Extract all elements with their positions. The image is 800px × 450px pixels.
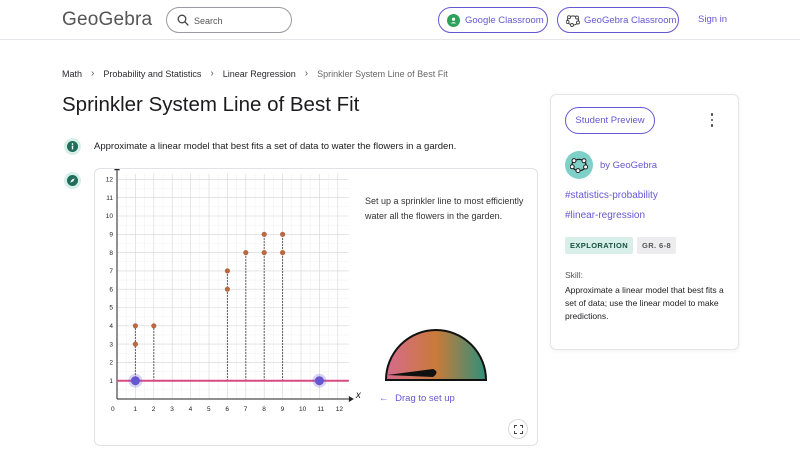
flower-point — [132, 323, 138, 329]
fullscreen-button[interactable] — [508, 419, 528, 439]
flower-point — [224, 268, 230, 274]
y-tick-label: 6 — [109, 286, 113, 293]
activity-info-card: Student Preview by GeoGebra #statistics-… — [550, 94, 739, 350]
drag-hint-text: Drag to set up — [395, 393, 455, 404]
skill-heading: Skill: — [565, 270, 583, 280]
y-tick-label: 7 — [109, 268, 113, 275]
flower-point — [151, 323, 157, 329]
flower-point — [243, 250, 249, 256]
arrow-left-icon: ← — [379, 393, 389, 404]
flower-point — [224, 286, 230, 292]
y-tick-label: 10 — [106, 213, 114, 220]
sprinkler-handle-start[interactable] — [130, 376, 140, 386]
info-icon — [64, 138, 81, 155]
google-classroom-button[interactable]: Google Classroom — [438, 7, 548, 33]
flower-point — [280, 250, 286, 256]
chevron-right-icon: › — [91, 68, 95, 79]
author-link[interactable]: by GeoGebra — [600, 160, 658, 171]
flower-point — [261, 231, 267, 237]
search-box[interactable] — [166, 7, 292, 33]
top-header: GeoGebra Google Classroom GeoGebra Class… — [0, 0, 800, 40]
chevron-right-icon: › — [210, 68, 214, 79]
geogebra-classroom-label: GeoGebra Classroom — [584, 14, 677, 26]
breadcrumb-probability-statistics[interactable]: Probability and Statistics — [103, 68, 202, 79]
breadcrumb: Math › Probability and Statistics › Line… — [62, 68, 448, 79]
x-tick-label: 10 — [299, 406, 307, 413]
exploration-badge: EXPLORATION — [565, 237, 634, 254]
skill-description: Approximate a linear model that best fit… — [565, 285, 724, 321]
tag-statistics-probability[interactable]: #statistics-probability — [565, 190, 658, 201]
y-tick-label: 3 — [109, 341, 113, 348]
x-tick-label: 12 — [336, 406, 344, 413]
google-classroom-icon — [447, 14, 460, 27]
x-axis-label: x — [355, 390, 362, 401]
breadcrumb-linear-regression[interactable]: Linear Regression — [222, 68, 296, 79]
y-tick-label: 5 — [109, 305, 113, 312]
y-tick-label: 11 — [106, 195, 113, 202]
y-tick-label: 8 — [109, 250, 113, 257]
y-tick-label: 12 — [106, 177, 114, 184]
tag-linear-regression[interactable]: #linear-regression — [565, 210, 646, 221]
chevron-right-icon: › — [304, 68, 309, 79]
drag-hint: ← Drag to set up — [379, 393, 455, 404]
y-tick-label: 9 — [109, 232, 113, 239]
x-tick-label: 6 — [225, 406, 229, 413]
more-vertical-icon[interactable] — [707, 112, 717, 128]
page-title: Sprinkler System Line of Best Fit — [62, 93, 360, 116]
sprinkler-handle-end[interactable] — [314, 376, 324, 386]
y-axis-arrow — [114, 169, 120, 171]
x-tick-label: 8 — [262, 406, 266, 413]
sprinkler-gauge — [384, 329, 488, 381]
geogebra-logo[interactable]: GeoGebra — [62, 9, 153, 30]
google-classroom-label: Google Classroom — [465, 14, 544, 26]
sprinkler-line-group — [117, 373, 349, 388]
applet-instructions: Set up a sprinkler line to most efficien… — [365, 196, 524, 221]
search-icon — [177, 14, 189, 26]
x-tick-label: 3 — [170, 406, 174, 413]
graph-axes: xy — [114, 169, 362, 402]
activity-description: Approximate a linear model that best fit… — [94, 141, 457, 152]
x-tick-label: 4 — [189, 406, 193, 413]
flower-point — [280, 231, 286, 237]
x-tick-label: 9 — [281, 406, 285, 413]
geogebra-classroom-icon — [566, 15, 580, 27]
graph-grid — [117, 173, 349, 399]
x-tick-label: 2 — [152, 406, 156, 413]
y-tick-label: 4 — [109, 323, 113, 330]
flower-point — [132, 341, 138, 347]
y-tick-label: 2 — [109, 360, 113, 367]
breadcrumb-math[interactable]: Math — [62, 68, 83, 79]
breadcrumb-current: Sprinkler System Line of Best Fit — [317, 68, 448, 79]
x-axis-arrow — [348, 396, 354, 402]
search-input[interactable] — [194, 12, 284, 29]
x-tick-label: 1 — [133, 406, 137, 413]
geogebra-logo-icon — [565, 151, 593, 179]
x-tick-label: 7 — [244, 406, 248, 413]
grade-badge: GR. 6-8 — [637, 237, 677, 254]
compass-icon — [64, 172, 81, 189]
y-tick-label: 1 — [109, 378, 113, 385]
flower-point — [261, 250, 267, 256]
fullscreen-icon — [513, 424, 523, 434]
x-tick-label: 5 — [207, 406, 211, 413]
x-tick-label: 11 — [317, 406, 324, 413]
student-preview-button[interactable]: Student Preview — [565, 107, 655, 134]
sign-in-link[interactable]: Sign in — [698, 14, 728, 25]
flower-points — [132, 231, 286, 347]
x-tick-label: 0 — [111, 406, 115, 413]
geogebra-classroom-button[interactable]: GeoGebra Classroom — [557, 7, 679, 33]
